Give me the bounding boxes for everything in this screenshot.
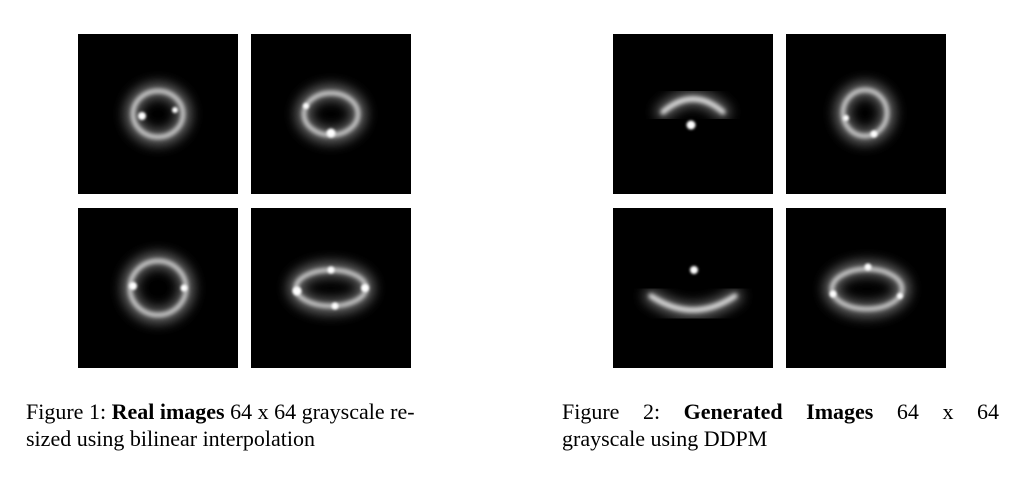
real-image-top-left [78,34,238,194]
figure-1: Figure 1: Real images 64 x 64 grayscale … [26,34,476,452]
figure-1-caption-line-1: Figure 1: Real images 64 x 64 grayscale … [26,398,476,425]
figure-2-bold-title: Generated Images [683,399,874,424]
real-image-bottom-right [251,208,411,368]
figure-1-caption: Figure 1: Real images 64 x 64 grayscale … [26,398,476,452]
figure-2: Figure 2: Generated Images 64 x 64 grays… [515,0,1029,485]
figure-1-label: Figure 1: [26,399,107,424]
figure-2-caption-text: 64 x 64 [896,399,1000,424]
figure-2-caption-line-2: grayscale using DDPM [562,426,768,451]
figure-2-label: Figure 2: [562,399,661,424]
figure-2-caption-line-1: Figure 2: Generated Images 64 x 64 [562,398,999,425]
generated-image-bottom-right [786,208,946,368]
figure-1-bold-title: Real images [111,399,225,424]
generated-image-bottom-left [613,208,773,368]
real-image-bottom-left [78,208,238,368]
figure-2-caption: Figure 2: Generated Images 64 x 64 grays… [562,398,999,452]
real-image-top-right [251,34,411,194]
generated-image-top-left [613,34,773,194]
figure-1-caption-line-2: sized using bilinear interpolation [26,426,315,451]
figure-1-caption-text: 64 x 64 grayscale re- [230,399,415,424]
generated-image-top-right [786,34,946,194]
